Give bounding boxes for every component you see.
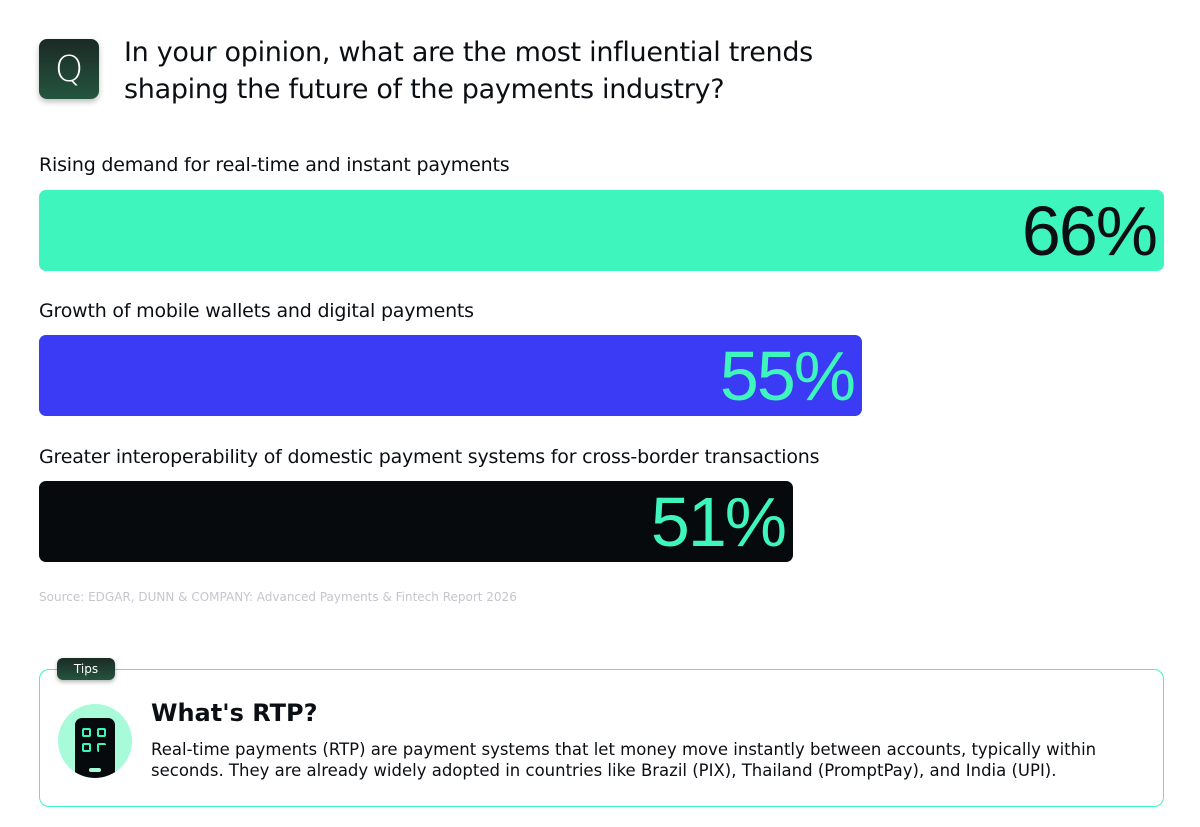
question-badge-icon: Q [39, 39, 99, 99]
question-title: In your opinion, what are the most influ… [124, 37, 813, 105]
bar-2: 55% [39, 335, 862, 416]
source-note: Source: EDGAR, DUNN & COMPANY: Advanced … [39, 590, 517, 604]
bar-label-2: Growth of mobile wallets and digital pay… [39, 300, 474, 322]
bar-3: 51% [39, 481, 793, 562]
tip-body: Real-time payments (RTP) are payment sys… [151, 740, 1097, 780]
bar-1: 66% [39, 190, 1164, 271]
tip-title: What's RTP? [151, 699, 318, 727]
bar-label-3: Greater interoperability of domestic pay… [39, 446, 820, 468]
tips-box [39, 669, 1164, 807]
tips-tag: Tips [57, 658, 115, 680]
phone-qr-icon [58, 704, 132, 778]
badge-letter: Q [54, 48, 84, 90]
bar-value-3: 51% [650, 482, 787, 561]
bar-label-1: Rising demand for real-time and instant … [39, 154, 510, 176]
bar-value-2: 55% [719, 336, 856, 415]
bar-value-1: 66% [1021, 191, 1158, 270]
